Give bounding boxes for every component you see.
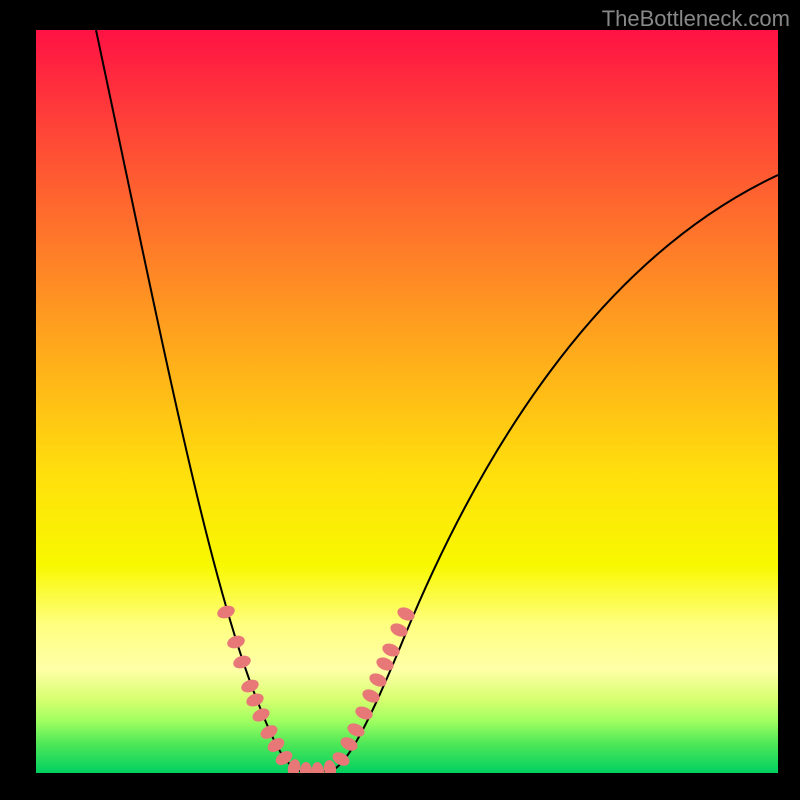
chart-svg xyxy=(36,30,778,773)
chart-background xyxy=(36,30,778,773)
watermark-text: TheBottleneck.com xyxy=(602,6,790,32)
plot-area xyxy=(36,30,778,773)
